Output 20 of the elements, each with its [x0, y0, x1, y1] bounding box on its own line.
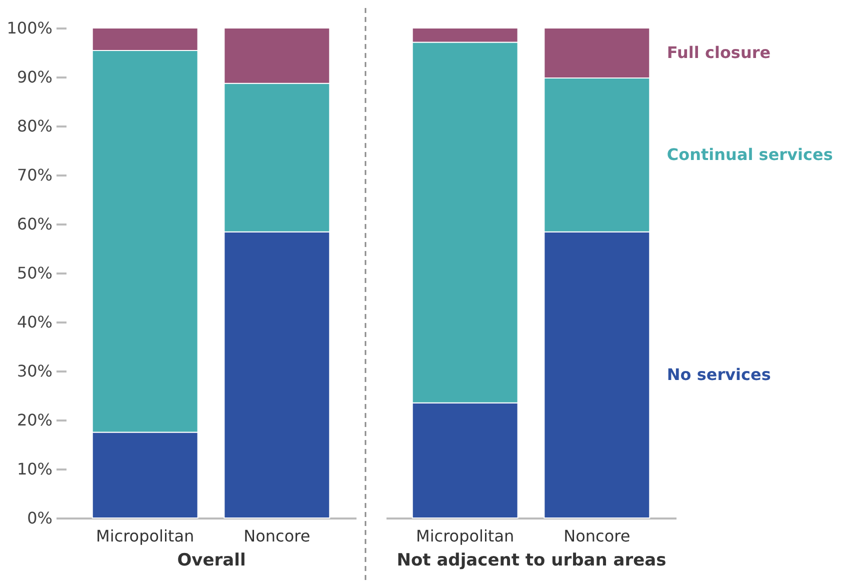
x-axis-title: Not adjacent to urban areas	[396, 550, 666, 570]
series-label: Full closure	[666, 42, 771, 62]
y-tick-label: 100%	[6, 18, 52, 38]
x-tick-label: Noncore	[564, 526, 630, 546]
y-tick-label: 0%	[27, 508, 52, 528]
series-label: Continual services	[666, 144, 833, 164]
y-tick-label: 70%	[16, 166, 52, 184]
y-tick-label: 40%	[16, 312, 52, 332]
y-tick-label: 10%	[16, 460, 52, 478]
y-tick-label: 80%	[16, 116, 52, 136]
x-tick-label: Noncore	[244, 526, 310, 546]
x-tick-label: Micropolitan	[96, 526, 194, 546]
x-axis-title: Overall	[177, 550, 246, 570]
y-tick-label: 50%	[16, 264, 52, 282]
y-tick-label: 60%	[16, 214, 52, 234]
y-tick-label: 20%	[16, 410, 52, 430]
series-label: No services	[666, 364, 771, 384]
y-tick-label: 90%	[16, 68, 52, 86]
x-tick-label: Micropolitan	[416, 526, 514, 546]
y-tick-label: 30%	[16, 362, 52, 380]
